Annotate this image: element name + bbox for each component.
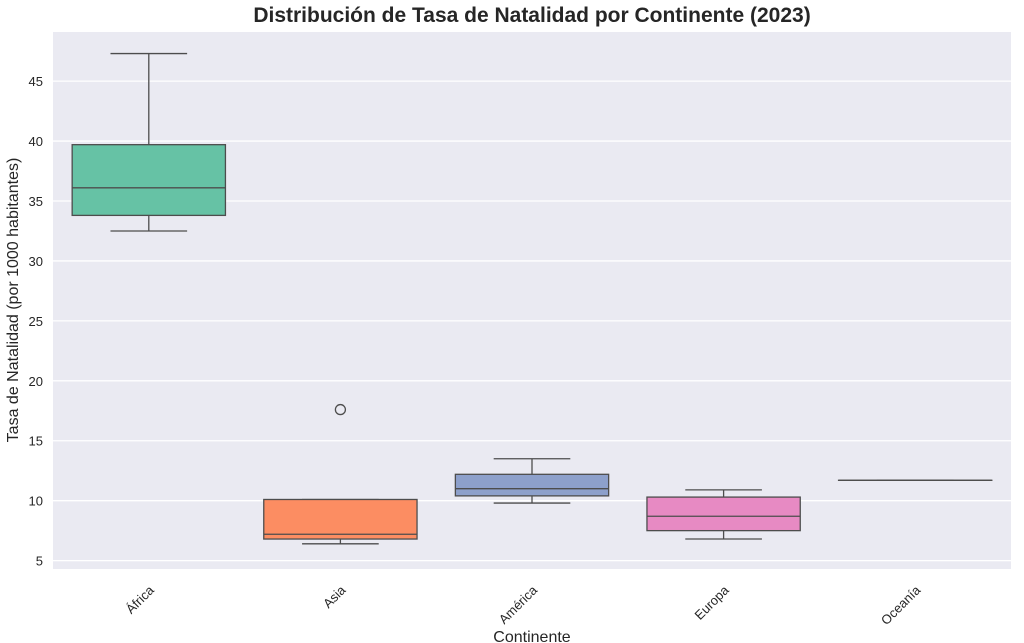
y-tick-label: 35 [29, 194, 43, 209]
box-iqr [646, 496, 801, 532]
box-iqr [263, 498, 418, 540]
boxes [71, 52, 993, 545]
x-tick-label: África [123, 582, 158, 617]
outlier-point [334, 403, 347, 416]
y-axis-label: Tasa de Natalidad (por 1000 habitantes) [5, 158, 22, 443]
y-tick-label: 30 [29, 254, 43, 269]
x-tick-labels: África Asia América Europa Oceanía [123, 582, 924, 628]
y-tick-label: 40 [29, 134, 43, 149]
box-4 [646, 489, 801, 540]
box-1 [71, 52, 227, 232]
x-tick-label: Europa [691, 582, 732, 623]
y-tick-label: 45 [29, 74, 43, 89]
box-3 [454, 458, 610, 504]
chart-title: Distribución de Tasa de Natalidad por Co… [253, 4, 810, 27]
x-tick-label: Oceanía [878, 582, 924, 628]
box-iqr [454, 473, 610, 497]
x-tick-label: América [496, 582, 541, 627]
x-tick-label: Asia [320, 582, 349, 611]
box-iqr [71, 144, 227, 217]
y-tick-labels: 5 10 15 20 25 30 35 40 45 [29, 74, 43, 568]
y-tick-label: 15 [29, 434, 43, 449]
y-tick-label: 25 [29, 314, 43, 329]
y-tick-label: 20 [29, 374, 43, 389]
y-tick-label: 10 [29, 494, 43, 509]
y-tick-label: 5 [36, 554, 43, 569]
box-2 [263, 403, 418, 545]
x-axis-label: Continente [493, 629, 570, 643]
